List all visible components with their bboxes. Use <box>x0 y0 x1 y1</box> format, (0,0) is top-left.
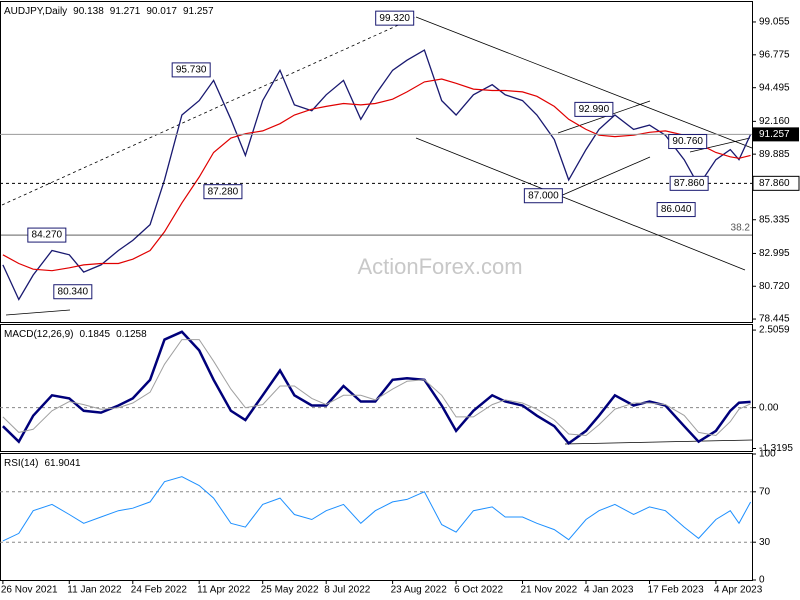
panel-header: AUDJPY,Daily 90.138 91.271 90.017 91.257 <box>4 6 214 17</box>
series-line <box>2 476 752 542</box>
y-tick-label: 0 <box>759 575 765 586</box>
trend-line <box>1 16 417 206</box>
y-tick-label: 80.720 <box>759 281 790 292</box>
last-price-box <box>753 127 799 142</box>
triangle-line <box>557 100 651 134</box>
indicator-name: MACD(12,26,9) <box>4 329 73 340</box>
pivot-marker <box>203 184 243 200</box>
last-value: 91.257 <box>183 6 214 17</box>
ohlc-value: 91.271 <box>110 6 141 17</box>
last-value: 0.1845 <box>79 329 110 340</box>
x-tick-label: 11 Apr 2022 <box>197 585 251 596</box>
x-tick-label: 25 May 2022 <box>261 585 319 596</box>
series-line <box>2 339 751 437</box>
ohlc-value: 90.017 <box>146 6 177 17</box>
trend-line <box>564 439 753 445</box>
pivot-marker <box>668 134 708 150</box>
pivot-label: 99.320 <box>379 13 410 24</box>
pivot-marker <box>656 202 696 218</box>
x-tick-label: 26 Nov 2021 <box>1 585 58 596</box>
pivot-label: 87.280 <box>208 186 239 197</box>
panel-frame <box>0 453 753 581</box>
pivot-marker <box>27 227 67 243</box>
x-tick-label: 24 Feb 2022 <box>131 585 188 596</box>
x-tick-label: 4 Jan 2023 <box>584 585 634 596</box>
watermark: ActionForex.com <box>357 254 522 279</box>
y-tick-label: 78.445 <box>759 314 790 325</box>
indicator-name: RSI(14) <box>4 458 38 469</box>
x-tick-label: 8 Jul 2022 <box>324 585 371 596</box>
trend-line <box>5 309 71 316</box>
pivot-label: 80.340 <box>58 286 89 297</box>
pivot-label: 87.000 <box>528 190 559 201</box>
y-tick-label: 100 <box>759 449 776 460</box>
x-tick-label: 21 Nov 2022 <box>521 585 578 596</box>
pivot-marker <box>574 101 614 117</box>
x-tick-label: 11 Jan 2022 <box>67 585 122 596</box>
indicator-name: AUDJPY,Daily <box>4 6 67 17</box>
x-tick-label: 4 Apr 2023 <box>714 585 763 596</box>
triangle-line <box>689 137 751 153</box>
x-tick-label: 23 Aug 2022 <box>391 585 448 596</box>
pivot-label: 95.730 <box>176 65 207 76</box>
pivot-marker <box>53 284 93 300</box>
channel-line <box>415 16 753 149</box>
y-tick-label: 2.5059 <box>759 325 790 336</box>
panel-header: RSI(14) 61.9041 <box>4 458 81 469</box>
y-tick-label: 92.160 <box>759 116 790 127</box>
triangle-line <box>557 156 651 198</box>
last-value: 0.1258 <box>116 329 147 340</box>
pivot-marker <box>669 175 709 191</box>
series-line <box>2 330 751 445</box>
y-tick-label: 94.495 <box>759 82 790 93</box>
series-line <box>2 49 752 301</box>
panel-frame <box>0 324 753 452</box>
y-tick-label: 89.885 <box>759 149 790 160</box>
y-tick-label: 70 <box>759 486 771 497</box>
fib-label: 38.2 <box>731 223 751 234</box>
pivot-label: 90.760 <box>672 136 703 147</box>
y-tick-label: -1.3195 <box>759 443 793 454</box>
pivot-label: 84.270 <box>32 230 63 241</box>
pivot-marker <box>171 62 211 78</box>
y-tick-label: 96.775 <box>759 49 790 60</box>
channel-line <box>415 137 746 271</box>
x-tick-label: 17 Feb 2023 <box>648 585 705 596</box>
x-tick-label: 6 Oct 2022 <box>454 585 503 596</box>
y-tick-label: 82.995 <box>759 248 790 259</box>
pivot-label: 87.860 <box>674 178 705 189</box>
ohlc-value: 90.138 <box>73 6 104 17</box>
y-tick-label: 30 <box>759 537 771 548</box>
y-tick-label: 0.00 <box>759 402 779 413</box>
y-tick-label: 99.055 <box>759 17 790 28</box>
pivot-marker <box>375 10 415 26</box>
support-box <box>752 175 800 191</box>
pivot-label: 86.040 <box>661 204 692 215</box>
last-value: 61.9041 <box>44 458 81 469</box>
panel-frame <box>0 1 753 323</box>
pivot-marker <box>523 188 563 204</box>
last-price-label: 91.257 <box>759 129 790 140</box>
support-label: 87.860 <box>759 178 790 189</box>
panel-header: MACD(12,26,9) 0.1845 0.1258 <box>4 329 147 340</box>
y-tick-label: 85.335 <box>759 214 790 225</box>
pivot-label: 92.990 <box>579 104 610 115</box>
